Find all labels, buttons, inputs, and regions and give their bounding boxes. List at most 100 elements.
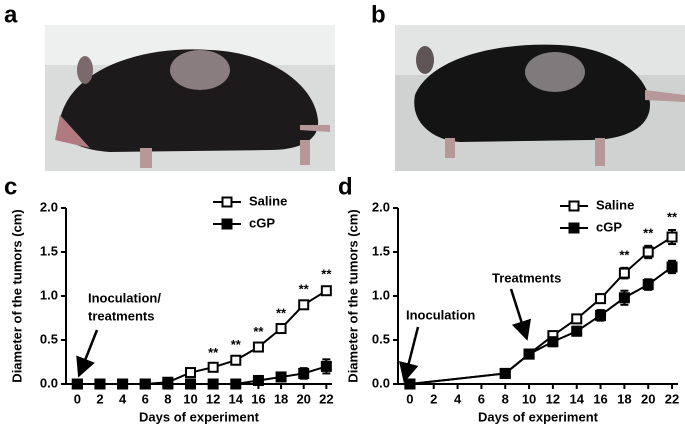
significance-mark: **	[231, 337, 242, 352]
data-point	[666, 261, 678, 273]
data-point	[230, 378, 242, 390]
photo-b	[395, 25, 685, 171]
x-tick-label: 14	[569, 391, 584, 406]
data-point	[404, 378, 416, 390]
data-point	[320, 360, 332, 372]
x-axis-label: Days of experiment	[478, 409, 599, 424]
annotation: Inoculation	[406, 307, 475, 322]
significance-mark: **	[643, 225, 654, 240]
x-axis-label: Days of experiment	[139, 409, 260, 424]
y-tick-label: 0.5	[40, 331, 58, 346]
y-tick-label: 1.0	[372, 287, 390, 302]
data-point	[618, 267, 630, 279]
x-tick-label: 20	[641, 391, 655, 406]
x-tick-label: 14	[229, 391, 244, 406]
charts: c0.00.51.01.52.00 2 4 6 8 10 12 14 16 18 20 22Days …	[4, 173, 679, 424]
y-tick-label: 0.0	[372, 375, 390, 390]
y-tick-label: 0.5	[372, 331, 390, 346]
y-tick-label: 1.0	[40, 287, 58, 302]
photo-a	[45, 25, 335, 171]
data-point	[642, 246, 654, 258]
x-tick-label: 0	[406, 391, 413, 406]
significance-mark: **	[208, 345, 219, 360]
legend-label: Saline	[596, 197, 634, 212]
legend-marker	[568, 222, 580, 234]
x-tick-label: 12	[206, 391, 220, 406]
legend-label: cGP	[596, 219, 622, 234]
y-tick-label: 0.0	[40, 375, 58, 390]
y-tick-label: 1.5	[372, 243, 390, 258]
data-point	[275, 323, 287, 335]
data-point	[618, 292, 630, 304]
data-point	[275, 371, 287, 383]
x-tick-label: 16	[593, 391, 607, 406]
x-tick-label: 6	[478, 391, 485, 406]
data-point	[94, 378, 106, 390]
annotation-arrow	[509, 288, 531, 341]
panel-label: d	[338, 173, 353, 200]
x-tick-label: 4	[119, 391, 127, 406]
annotation: treatments	[88, 308, 154, 323]
x-tick-label: 16	[251, 391, 265, 406]
data-point	[230, 354, 242, 366]
significance-mark: **	[321, 267, 332, 282]
data-point	[595, 293, 607, 305]
data-point	[71, 378, 83, 390]
legend-label: Saline	[249, 193, 287, 208]
data-point	[642, 279, 654, 291]
data-point	[595, 309, 607, 321]
y-tick-label: 2.0	[40, 199, 58, 214]
data-point	[298, 367, 310, 379]
data-point	[571, 313, 583, 325]
x-tick-label: 4	[454, 391, 462, 406]
x-tick-label: 12	[546, 391, 560, 406]
significance-mark: **	[667, 209, 678, 224]
x-tick-label: 10	[522, 391, 536, 406]
significance-mark: **	[253, 324, 264, 339]
data-point	[252, 341, 264, 353]
annotation-arrow	[76, 329, 99, 378]
data-point	[666, 231, 678, 243]
annotation: Treatments	[492, 270, 561, 285]
panel-label: c	[4, 173, 17, 200]
data-point	[298, 299, 310, 311]
data-point	[523, 348, 535, 360]
x-tick-label: 8	[164, 391, 171, 406]
legend-label: cGP	[249, 215, 275, 230]
legend-marker	[568, 200, 580, 212]
significance-mark: **	[619, 247, 630, 262]
x-tick-label: 22	[319, 391, 333, 406]
x-tick-label: 22	[665, 391, 679, 406]
data-point	[207, 361, 219, 373]
annotation-arrow	[399, 326, 420, 383]
x-tick-label: 18	[617, 391, 631, 406]
panel-label: a	[4, 1, 18, 28]
data-point	[185, 367, 197, 379]
y-tick-label: 1.5	[40, 243, 58, 258]
legend-marker	[221, 218, 233, 230]
legend-marker	[221, 196, 233, 208]
x-tick-label: 0	[74, 391, 81, 406]
data-point	[571, 325, 583, 337]
x-tick-label: 6	[142, 391, 149, 406]
data-point	[252, 374, 264, 386]
data-point	[185, 378, 197, 390]
y-tick-label: 2.0	[372, 199, 390, 214]
panel-label: b	[371, 1, 386, 28]
x-tick-label: 2	[430, 391, 437, 406]
data-point	[499, 367, 511, 379]
significance-mark: **	[276, 305, 287, 320]
data-point	[117, 378, 129, 390]
x-tick-label: 18	[274, 391, 288, 406]
x-tick-label: 2	[96, 391, 103, 406]
annotation: Inoculation/	[88, 290, 161, 305]
data-point	[162, 378, 174, 390]
x-tick-label: 20	[296, 391, 310, 406]
significance-mark: **	[299, 282, 310, 297]
y-axis-label: Diameter of the tumors (cm)	[9, 209, 24, 382]
data-point	[139, 378, 151, 390]
x-tick-label: 8	[502, 391, 509, 406]
data-point	[547, 336, 559, 348]
data-point	[320, 285, 332, 297]
